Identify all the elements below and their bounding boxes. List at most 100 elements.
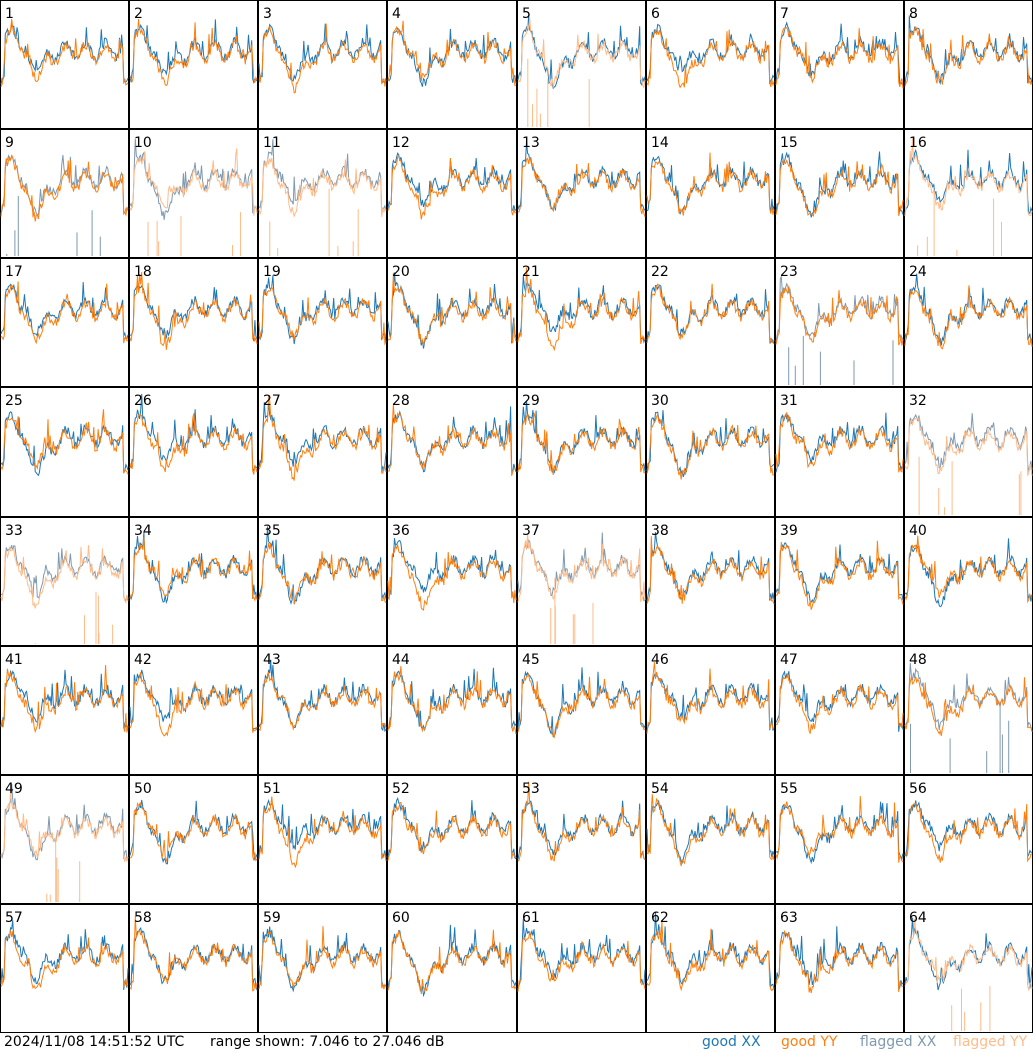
panel-label: 52 <box>392 781 410 797</box>
flagged-spikes <box>951 986 991 1031</box>
flagged-spikes <box>34 591 114 644</box>
flagged-spikes <box>6 195 101 256</box>
series-xx-line <box>129 138 258 220</box>
panel-frame <box>0 258 129 387</box>
series-yy-line <box>775 929 904 994</box>
series-yy-line <box>0 545 129 609</box>
panel-52: 52 <box>387 775 517 904</box>
panel-51: 51 <box>258 775 387 904</box>
panel-11: 11 <box>258 129 387 258</box>
series-yy-line <box>904 918 1033 991</box>
panel-frame <box>387 904 517 1033</box>
series-yy-line <box>0 930 129 990</box>
panel-frame <box>646 258 775 387</box>
panel-56: 56 <box>904 775 1033 904</box>
flagged-spikes <box>550 578 594 644</box>
panel-frame <box>258 387 387 517</box>
panel-24: 24 <box>904 258 1033 387</box>
panel-46: 46 <box>646 646 775 775</box>
panel-frame <box>387 387 517 517</box>
panel-14: 14 <box>646 129 775 258</box>
panel-label: 43 <box>263 652 281 668</box>
panel-3: 3 <box>258 0 387 129</box>
panel-53: 53 <box>517 775 646 904</box>
panel-label: 20 <box>392 264 410 280</box>
panel-label: 28 <box>392 393 410 409</box>
panel-label: 29 <box>522 393 540 409</box>
panel-frame <box>775 775 904 904</box>
panel-label: 47 <box>780 652 798 668</box>
panel-5: 5 <box>517 0 646 129</box>
series-yy-line <box>646 412 775 480</box>
panel-35: 35 <box>258 517 387 646</box>
panel-49: 49 <box>0 775 129 904</box>
series-yy-line <box>129 802 258 863</box>
panel-36: 36 <box>387 517 517 646</box>
panel-label: 1 <box>5 6 14 22</box>
panel-label: 45 <box>522 652 540 668</box>
panel-frame <box>129 904 258 1033</box>
panel-12: 12 <box>387 129 517 258</box>
panel-label: 57 <box>5 910 23 926</box>
panel-label: 13 <box>522 135 540 151</box>
panel-frame <box>258 646 387 775</box>
series-yy-line <box>646 536 775 605</box>
series-yy-line <box>517 931 646 992</box>
series-yy-line <box>904 25 1033 87</box>
panel-frame <box>387 775 517 904</box>
series-yy-line <box>0 790 129 862</box>
panel-label: 34 <box>134 523 152 539</box>
panel-label: 35 <box>263 523 281 539</box>
panel-label: 17 <box>5 264 23 280</box>
panel-frame <box>387 258 517 387</box>
series-yy-line <box>904 802 1033 863</box>
panel-60: 60 <box>387 904 517 1033</box>
panel-frame <box>258 258 387 387</box>
series-yy-line <box>775 159 904 217</box>
panel-40: 40 <box>904 517 1033 646</box>
panel-label: 25 <box>5 393 23 409</box>
panel-frame <box>517 904 646 1033</box>
panel-frame <box>775 517 904 646</box>
panel-frame <box>129 387 258 517</box>
series-yy-line <box>387 272 517 346</box>
panel-label: 38 <box>651 523 669 539</box>
panel-frame <box>904 258 1033 387</box>
series-xx-line <box>904 413 1033 472</box>
panel-57: 57 <box>0 904 129 1033</box>
panel-frame <box>517 387 646 517</box>
flagged-spikes <box>788 335 894 385</box>
series-yy-line <box>258 23 387 94</box>
series-xx-line <box>517 667 646 738</box>
series-yy-line <box>646 921 775 992</box>
series-yy-line <box>775 285 904 346</box>
panel-21: 21 <box>517 258 646 387</box>
panel-label: 9 <box>5 135 14 151</box>
panel-frame <box>517 258 646 387</box>
panel-label: 37 <box>522 523 540 539</box>
panel-label: 58 <box>134 910 152 926</box>
panel-label: 4 <box>392 6 401 22</box>
series-yy-line <box>258 543 387 605</box>
panel-frame <box>775 258 904 387</box>
panel-frame <box>129 517 258 646</box>
panel-31: 31 <box>775 387 904 517</box>
panel-26: 26 <box>129 387 258 517</box>
panel-61: 61 <box>517 904 646 1033</box>
panel-17: 17 <box>0 258 129 387</box>
panel-label: 64 <box>909 910 927 926</box>
panel-label: 6 <box>651 6 660 22</box>
panel-frame <box>646 775 775 904</box>
panel-label: 42 <box>134 652 152 668</box>
series-xx-line <box>258 23 387 85</box>
series-yy-line <box>387 801 517 861</box>
panel-45: 45 <box>517 646 646 775</box>
panel-label: 19 <box>263 264 281 280</box>
panel-frame <box>258 517 387 646</box>
panel-label: 8 <box>909 6 918 22</box>
panel-9: 9 <box>0 129 129 258</box>
panel-label: 44 <box>392 652 410 668</box>
panel-54: 54 <box>646 775 775 904</box>
panel-frame <box>904 0 1033 129</box>
series-yy-line <box>387 403 517 476</box>
